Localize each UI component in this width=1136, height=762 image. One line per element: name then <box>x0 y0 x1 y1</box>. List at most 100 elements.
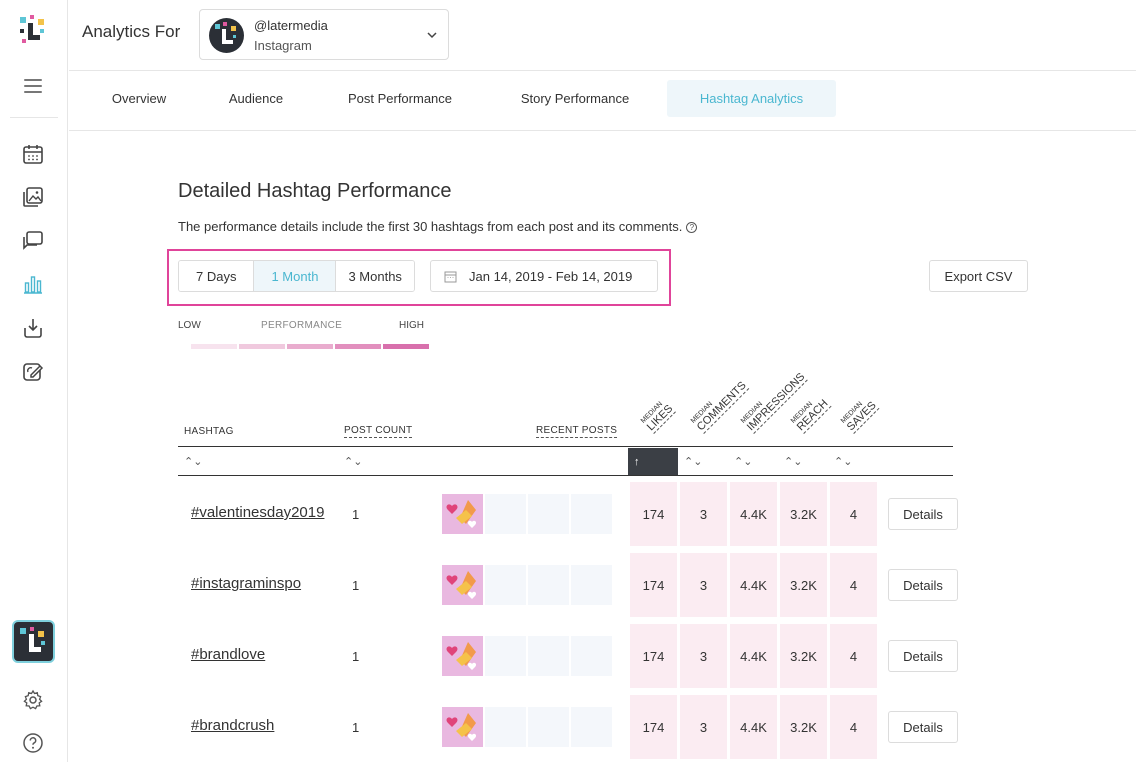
tab-audience[interactable]: Audience <box>228 91 284 106</box>
hashtag-link[interactable]: #brandcrush <box>191 717 275 734</box>
tab-overview[interactable]: Overview <box>111 91 167 106</box>
column-hashtag: HASHTAG <box>184 426 234 437</box>
recent-post-placeholder <box>528 636 569 676</box>
performance-gradient-bar <box>191 344 429 349</box>
calendar-icon[interactable] <box>21 142 45 166</box>
legend-segment <box>191 344 237 349</box>
date-range-text: Jan 14, 2019 - Feb 14, 2019 <box>469 268 633 284</box>
export-csv-button[interactable]: Export CSV <box>929 260 1028 292</box>
analytics-icon[interactable] <box>21 272 45 296</box>
info-icon[interactable]: ? <box>686 222 698 234</box>
recent-post-placeholder <box>571 707 612 747</box>
recent-post-thumbnail[interactable] <box>442 707 483 747</box>
table-row: #valentinesday2019 1 174 3 4.4K 3.2K 4 Details <box>178 479 968 550</box>
recent-post-placeholder <box>485 565 526 605</box>
sidebar <box>0 0 68 762</box>
details-button[interactable]: Details <box>888 711 958 743</box>
tab-post-performance[interactable]: Post Performance <box>347 91 453 106</box>
chevron-down-icon <box>427 32 437 39</box>
median-impressions-value: 4.4K <box>730 482 777 546</box>
sort-impressions-button[interactable]: ⌃⌄ <box>734 456 753 468</box>
post-count-value: 1 <box>352 720 360 735</box>
media-library-icon[interactable] <box>21 185 45 209</box>
recent-post-placeholder <box>485 636 526 676</box>
recent-post-thumbnail[interactable] <box>442 494 483 534</box>
range-3-months-button[interactable]: 3 Months <box>336 261 414 291</box>
legend-segment <box>383 344 429 349</box>
legend-performance-label: PERFORMANCE <box>261 320 343 331</box>
median-saves-value: 4 <box>830 482 877 546</box>
hashtag-link[interactable]: #valentinesday2019 <box>191 504 325 521</box>
later-logo-icon[interactable] <box>16 13 50 47</box>
account-avatar[interactable] <box>12 620 55 663</box>
settings-icon[interactable] <box>21 688 45 712</box>
recent-post-placeholder <box>528 565 569 605</box>
post-count-value: 1 <box>352 507 360 522</box>
account-platform: Instagram <box>254 38 312 53</box>
details-button[interactable]: Details <box>888 498 958 530</box>
median-reach-value: 3.2K <box>780 482 827 546</box>
column-median-saves[interactable]: MEDIAN SAVES <box>840 352 906 442</box>
median-likes-value: 174 <box>630 695 677 759</box>
median-saves-value: 4 <box>830 695 877 759</box>
details-button[interactable]: Details <box>888 569 958 601</box>
link-edit-icon[interactable] <box>21 359 45 383</box>
legend-low-label: LOW <box>178 320 201 331</box>
hashtag-link[interactable]: #brandlove <box>191 646 266 663</box>
table-row: #brandlove 1 174 3 4.4K 3.2K 4 Details <box>178 621 968 692</box>
account-avatar-icon <box>209 18 244 53</box>
likes-label: LIKES <box>644 402 677 434</box>
recent-post-placeholder <box>571 565 612 605</box>
median-comments-value: 3 <box>680 482 727 546</box>
sort-reach-button[interactable]: ⌃⌄ <box>784 456 803 468</box>
hashtag-link[interactable]: #instagraminspo <box>191 575 302 592</box>
calendar-icon <box>444 271 457 282</box>
sort-saves-button[interactable]: ⌃⌄ <box>834 456 853 468</box>
recent-post-thumbnail[interactable] <box>442 636 483 676</box>
sidebar-divider <box>10 117 58 118</box>
section-description-text: The performance details include the firs… <box>178 219 683 234</box>
column-recent-posts[interactable]: RECENT POSTS <box>536 425 618 438</box>
post-count-value: 1 <box>352 649 360 664</box>
median-saves-value: 4 <box>830 553 877 617</box>
sort-comments-button[interactable]: ⌃⌄ <box>684 456 703 468</box>
median-reach-value: 3.2K <box>780 553 827 617</box>
account-dropdown[interactable]: @latermedia Instagram <box>199 9 449 60</box>
page-header: Analytics For @latermedia Instagram <box>69 0 1136 71</box>
recent-post-placeholder <box>485 494 526 534</box>
tab-story-performance[interactable]: Story Performance <box>520 91 630 106</box>
median-likes-value: 174 <box>630 624 677 688</box>
menu-icon[interactable] <box>24 79 42 95</box>
table-row: #instagraminspo 1 174 3 4.4K 3.2K 4 Details <box>178 550 968 621</box>
sort-post-count-button[interactable]: ⌃⌄ <box>344 456 363 468</box>
analytics-tabs: Overview Audience Post Performance Story… <box>69 71 1136 131</box>
conversations-icon[interactable] <box>21 229 45 253</box>
details-button[interactable]: Details <box>888 640 958 672</box>
column-post-count[interactable]: POST COUNT <box>344 425 413 438</box>
table-header-top-border <box>178 446 953 447</box>
range-1-month-button[interactable]: 1 Month <box>254 261 337 291</box>
median-likes-value: 174 <box>630 482 677 546</box>
recent-post-thumbnail[interactable] <box>442 565 483 605</box>
median-saves-value: 4 <box>830 624 877 688</box>
range-7-days-button[interactable]: 7 Days <box>179 261 255 291</box>
download-icon[interactable] <box>21 316 45 340</box>
median-comments-value: 3 <box>680 553 727 617</box>
table-row: #brandcrush 1 174 3 4.4K 3.2K 4 Details <box>178 692 968 762</box>
page-title: Analytics For <box>82 22 181 41</box>
tab-hashtag-analytics[interactable]: Hashtag Analytics <box>667 80 836 117</box>
median-impressions-value: 4.4K <box>730 553 777 617</box>
median-impressions-value: 4.4K <box>730 624 777 688</box>
legend-segment <box>335 344 381 349</box>
sort-hashtag-button[interactable]: ⌃⌄ <box>184 456 203 468</box>
recent-post-placeholder <box>528 494 569 534</box>
date-range-toggle: 7 Days 1 Month 3 Months <box>178 260 415 292</box>
sort-likes-button[interactable]: ↑ <box>628 448 678 475</box>
help-icon[interactable] <box>21 731 45 755</box>
median-likes-value: 174 <box>630 553 677 617</box>
median-reach-value: 3.2K <box>780 624 827 688</box>
median-comments-value: 3 <box>680 624 727 688</box>
date-range-picker[interactable]: Jan 14, 2019 - Feb 14, 2019 <box>430 260 658 292</box>
table-header-bottom-border <box>178 475 953 476</box>
median-impressions-value: 4.4K <box>730 695 777 759</box>
